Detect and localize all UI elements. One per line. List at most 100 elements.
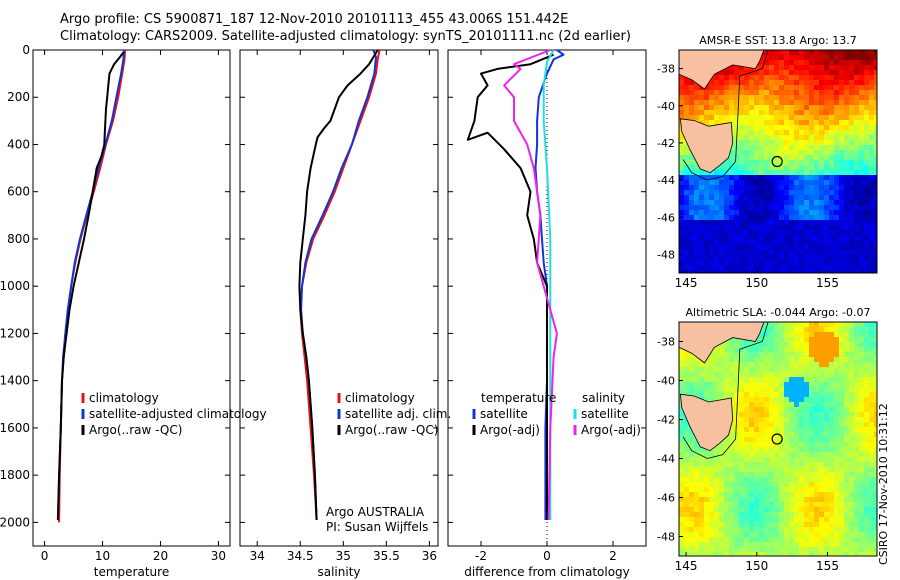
map-cell — [874, 255, 877, 261]
map-cell — [729, 200, 735, 206]
map-cell — [854, 377, 860, 383]
map-cell — [829, 185, 835, 191]
map-cell — [834, 240, 840, 246]
map-cell — [754, 352, 760, 358]
map-cell — [789, 95, 795, 101]
map-cell — [809, 240, 815, 246]
map-cell — [864, 467, 870, 473]
map-cell — [714, 517, 720, 523]
map-cell — [774, 402, 780, 408]
map-cell — [739, 357, 745, 363]
map-cell — [844, 205, 850, 211]
map-cell — [754, 547, 760, 553]
map-cell — [739, 382, 745, 388]
map-cell — [774, 120, 780, 126]
map-cell — [809, 255, 815, 261]
map-cell — [679, 100, 685, 106]
plot-frame — [32, 49, 231, 547]
map-cell — [844, 442, 850, 448]
map-cell — [759, 135, 765, 141]
map-cell — [709, 210, 715, 216]
map-cell — [874, 115, 877, 121]
map-cell — [719, 442, 725, 448]
plot-frame — [239, 49, 439, 547]
map-cell — [859, 105, 865, 111]
map-cell — [679, 170, 685, 176]
map-cell — [824, 120, 830, 126]
land-mainland — [679, 50, 765, 90]
map-cell — [679, 260, 685, 266]
map-cell — [839, 115, 845, 121]
map-cell — [744, 190, 750, 196]
map-cell — [799, 452, 805, 458]
map-cell — [774, 467, 780, 473]
map-cell — [769, 477, 775, 483]
map-cell — [724, 547, 730, 553]
map-cell — [709, 190, 715, 196]
map-cell — [724, 100, 730, 106]
map-cell — [774, 342, 780, 348]
map-cell — [759, 327, 765, 333]
map-cell — [844, 402, 850, 408]
map-cell — [794, 75, 800, 81]
map-cell — [739, 270, 745, 273]
map-cell — [864, 322, 870, 328]
map-cell — [774, 362, 780, 368]
map-cell — [734, 105, 740, 111]
map-cell — [694, 100, 700, 106]
map-cell — [714, 205, 720, 211]
map-cell — [784, 130, 790, 136]
map-cell — [709, 387, 715, 393]
map-cell — [699, 260, 705, 266]
map-cell — [789, 407, 795, 413]
map-cell — [699, 487, 705, 493]
map-cell — [699, 542, 705, 548]
map-cell — [819, 427, 825, 433]
map-cell — [834, 512, 840, 518]
map-cell — [679, 175, 685, 181]
map-cell — [684, 507, 690, 513]
map-cell — [744, 477, 750, 483]
map-cell — [679, 80, 685, 86]
map-cell — [804, 397, 810, 403]
map-cell — [774, 347, 780, 353]
map-cell — [869, 537, 875, 543]
map-cell — [839, 347, 845, 353]
map-cell — [874, 260, 877, 266]
map-cell — [774, 65, 780, 71]
map-cell — [784, 165, 790, 171]
map-cell — [859, 90, 865, 96]
map-cell — [859, 240, 865, 246]
map-cell — [774, 175, 780, 181]
map-cell — [849, 482, 855, 488]
map-cell — [829, 130, 835, 136]
map-cell — [829, 517, 835, 523]
map-cell — [829, 105, 835, 111]
map-cell — [714, 115, 720, 121]
map-cell — [689, 447, 695, 453]
map-cell — [869, 422, 875, 428]
map-cell — [869, 417, 875, 423]
map-cell — [864, 140, 870, 146]
map-cell — [739, 432, 745, 438]
map-cell — [749, 497, 755, 503]
map-cell — [859, 407, 865, 413]
map-cell — [689, 492, 695, 498]
map-cell — [684, 210, 690, 216]
map-cell — [844, 215, 850, 221]
map-cell — [834, 507, 840, 513]
map-cell — [794, 342, 800, 348]
map-cell — [819, 357, 825, 363]
map-cell — [869, 497, 875, 503]
map-cell — [804, 85, 810, 91]
map-cell — [829, 65, 835, 71]
map-cell — [754, 527, 760, 533]
map-cell — [794, 322, 800, 328]
map-cell — [694, 235, 700, 241]
legend-entry: Argo(..raw -QC) — [345, 423, 438, 437]
map-cell — [734, 537, 740, 543]
map-cell — [844, 472, 850, 478]
map-cell — [829, 70, 835, 76]
map-cell — [754, 245, 760, 251]
map-cell — [744, 367, 750, 373]
